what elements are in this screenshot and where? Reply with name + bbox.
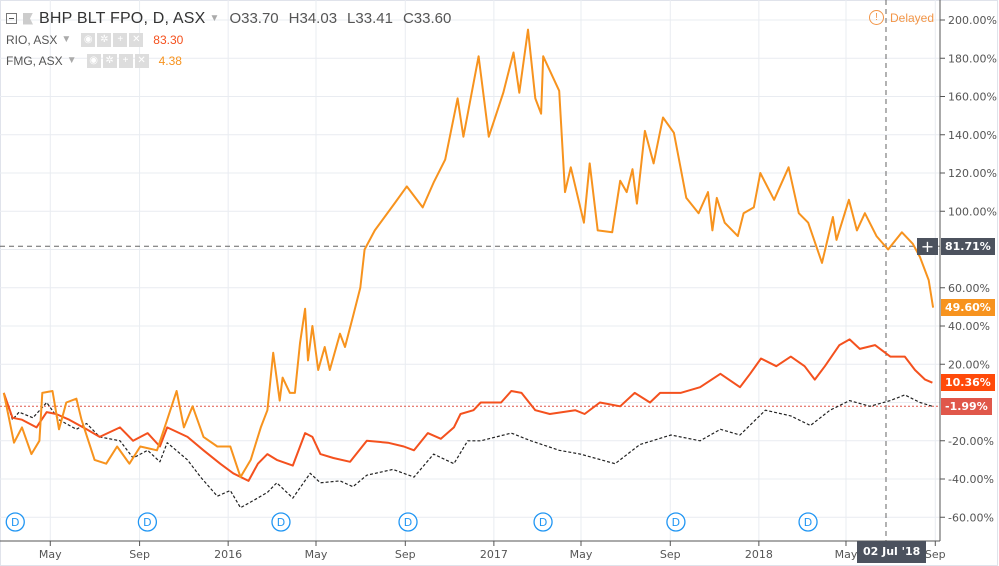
fmg-last-value-tag: 49.60% xyxy=(941,299,995,317)
chevron-down-icon[interactable]: ▼ xyxy=(66,55,77,66)
x-tick-label: 2016 xyxy=(214,548,242,561)
delayed-status[interactable]: ! Delayed xyxy=(869,10,934,25)
y-tick-label: -40.00% xyxy=(948,473,994,486)
dividend-marker[interactable]: D xyxy=(5,512,25,532)
y-tick-label: 200.00% xyxy=(948,14,997,27)
dividend-circle-icon xyxy=(5,512,25,532)
eye-icon[interactable]: ◉ xyxy=(81,32,96,47)
dividend-label: D xyxy=(539,516,547,529)
gear-icon[interactable]: ✲ xyxy=(102,53,117,68)
time-axis[interactable]: May Sep 2016 May Sep 2017 May Sep 2018 May Sep xyxy=(39,541,946,561)
x-tick-label: May xyxy=(570,548,593,561)
series-line-fmg xyxy=(2,28,935,479)
dividend-circle-icon xyxy=(798,512,818,532)
y-tick-label: 180.00% xyxy=(948,52,997,65)
y-tick-label: 140.00% xyxy=(948,129,997,142)
dividend-marker[interactable]: D xyxy=(137,512,158,532)
close-value: C33.60 xyxy=(402,10,452,27)
eye-icon[interactable]: ◉ xyxy=(86,53,101,68)
x-tick-label: May xyxy=(39,548,62,561)
y-tick-label: -20.00% xyxy=(948,435,994,448)
bhp-last-value-tag: -1.99% xyxy=(941,397,992,415)
dividend-circle-icon xyxy=(271,512,291,532)
flag-icon[interactable] xyxy=(23,12,33,25)
x-tick-label: Sep xyxy=(395,548,416,561)
grid-lines xyxy=(0,0,940,541)
x-tick-label: May xyxy=(305,548,328,561)
y-tick-label: 60.00% xyxy=(948,282,990,295)
close-icon[interactable]: ✕ xyxy=(129,32,144,47)
dividend-circle-icon xyxy=(137,512,158,532)
y-tick-label: -60.00% xyxy=(948,511,994,524)
open-value: O33.70 xyxy=(229,10,279,27)
compare-symbol[interactable]: RIO, ASX xyxy=(6,32,58,47)
crosshair-value-tag: 81.71% xyxy=(941,237,995,255)
series-lines xyxy=(2,28,935,509)
x-tick-label: 2017 xyxy=(480,548,508,561)
collapse-icon[interactable] xyxy=(6,13,17,24)
series-line-rio xyxy=(2,338,933,482)
y-tick-label: 40.00% xyxy=(948,320,990,333)
x-tick-label: Sep xyxy=(925,548,946,561)
low-value: L33.41 xyxy=(347,10,393,27)
chevron-down-icon[interactable]: ▼ xyxy=(61,34,72,45)
dividend-label: D xyxy=(404,516,412,529)
close-icon[interactable]: ✕ xyxy=(134,53,149,68)
price-axis[interactable]: 200.00% 180.00% 160.00% 140.00% 120.00% 100.0… xyxy=(940,14,997,524)
dividend-marker[interactable]: D xyxy=(666,512,686,532)
high-value: H34.03 xyxy=(288,10,338,27)
dividend-label: D xyxy=(11,516,19,529)
dividend-marker[interactable]: D xyxy=(271,512,291,532)
gear-icon[interactable]: ✲ xyxy=(97,32,112,47)
legend-compare-rio: RIO, ASX ▼ ◉ ✲ + ✕ 83.30 xyxy=(6,29,461,50)
dividend-label: D xyxy=(143,516,151,529)
delayed-label: Delayed xyxy=(890,10,935,25)
x-tick-label: 2018 xyxy=(745,548,773,561)
x-tick-label: Sep xyxy=(660,548,681,561)
plus-icon[interactable]: + xyxy=(113,32,128,47)
legend-compare-fmg: FMG, ASX ▼ ◉ ✲ + ✕ 4.38 xyxy=(6,50,461,71)
compare-symbol[interactable]: FMG, ASX xyxy=(6,53,63,68)
crosshair-plus-button[interactable]: + xyxy=(917,237,938,255)
dividend-marker[interactable]: D xyxy=(798,512,818,532)
chevron-down-icon[interactable]: ▼ xyxy=(209,13,220,24)
compare-value: 4.38 xyxy=(158,53,182,68)
y-tick-label: 100.00% xyxy=(948,205,997,218)
dividend-marker[interactable]: D xyxy=(398,512,418,532)
series-line-bhp-blt-fpo xyxy=(3,392,933,509)
exclamation-circle-icon: ! xyxy=(869,10,884,25)
dividend-circle-icon xyxy=(398,512,418,532)
y-tick-label: 160.00% xyxy=(948,91,997,104)
compare-value: 83.30 xyxy=(153,32,184,47)
dividend-circle-icon xyxy=(533,512,553,532)
rio-last-value-tag: 10.36% xyxy=(941,374,995,392)
y-tick-label: 120.00% xyxy=(948,167,997,180)
x-tick-label: Sep xyxy=(129,548,150,561)
legend: BHP BLT FPO, D, ASX ▼ O33.70 H34.03 L33.… xyxy=(6,8,461,71)
dividend-label: D xyxy=(672,516,680,529)
dividend-label: D xyxy=(804,516,812,529)
dividend-marker[interactable]: D xyxy=(533,512,553,532)
dividend-circle-icon xyxy=(666,512,686,532)
crosshair-date-tag: 02 Jul '18 xyxy=(856,541,927,563)
y-tick-label: 20.00% xyxy=(948,358,990,371)
main-symbol[interactable]: BHP BLT FPO, D, ASX xyxy=(39,9,206,27)
dividend-label: D xyxy=(277,516,285,529)
legend-main-row: BHP BLT FPO, D, ASX ▼ O33.70 H34.03 L33.… xyxy=(6,8,461,29)
crosshair xyxy=(0,0,940,541)
plus-icon[interactable]: + xyxy=(118,53,133,68)
x-tick-label: May xyxy=(835,548,858,561)
